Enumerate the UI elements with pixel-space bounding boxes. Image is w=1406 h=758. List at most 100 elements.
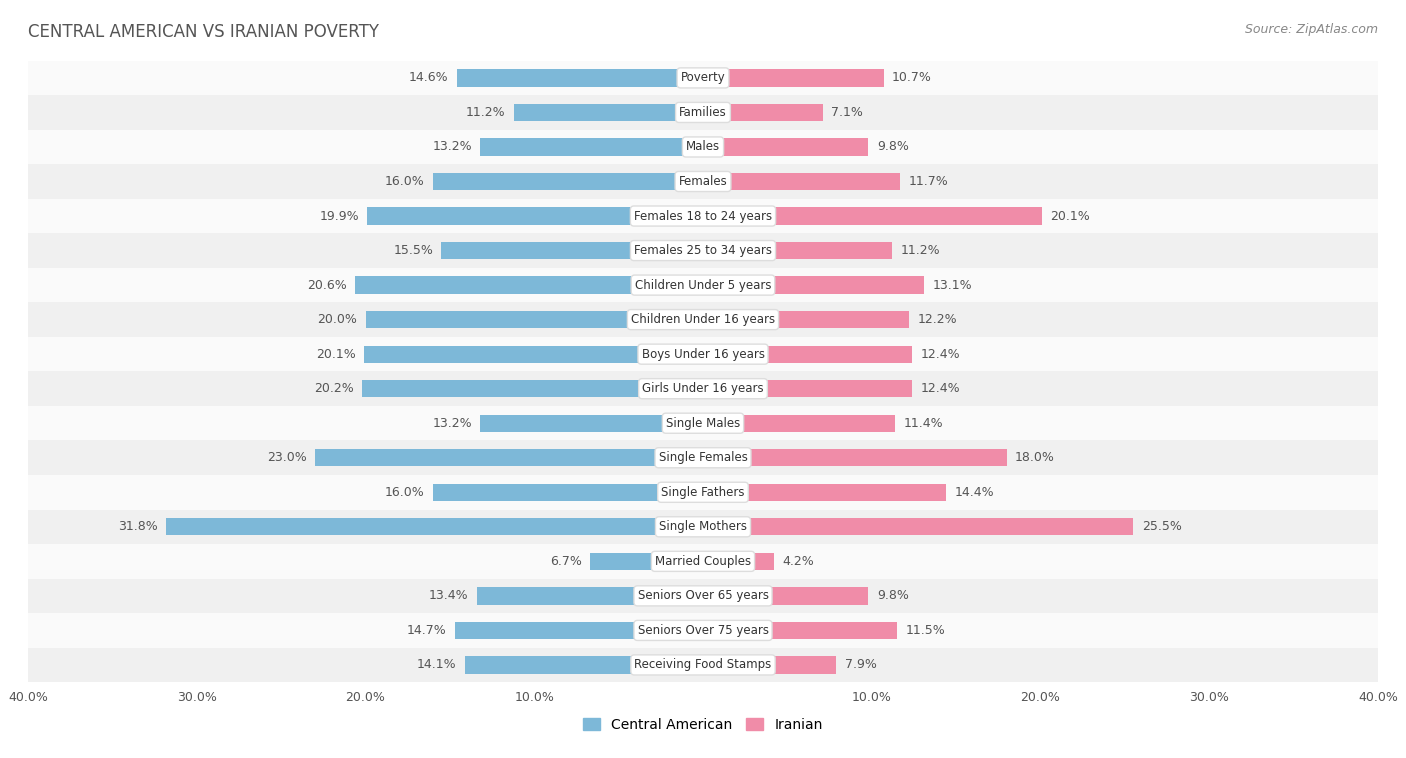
Bar xyxy=(465,656,703,674)
Text: 10.7%: 10.7% xyxy=(891,71,932,84)
Bar xyxy=(703,311,908,328)
Text: 14.4%: 14.4% xyxy=(955,486,994,499)
Text: 14.6%: 14.6% xyxy=(409,71,449,84)
Bar xyxy=(363,380,703,397)
Bar xyxy=(28,613,1378,647)
Text: Males: Males xyxy=(686,140,720,153)
Text: 13.2%: 13.2% xyxy=(432,140,472,153)
Bar xyxy=(703,622,897,639)
Bar xyxy=(166,518,703,535)
Bar xyxy=(28,302,1378,337)
Text: Seniors Over 75 years: Seniors Over 75 years xyxy=(637,624,769,637)
Text: 20.1%: 20.1% xyxy=(1050,209,1090,223)
Bar xyxy=(315,449,703,466)
Bar xyxy=(703,656,837,674)
Text: Poverty: Poverty xyxy=(681,71,725,84)
Bar xyxy=(591,553,703,570)
Bar xyxy=(703,138,869,155)
Bar xyxy=(703,69,883,86)
Text: 11.2%: 11.2% xyxy=(900,244,941,257)
Bar xyxy=(28,406,1378,440)
Bar xyxy=(703,242,891,259)
Text: Single Fathers: Single Fathers xyxy=(661,486,745,499)
Bar xyxy=(28,61,1378,96)
Text: 9.8%: 9.8% xyxy=(877,590,908,603)
Bar xyxy=(28,268,1378,302)
Bar xyxy=(28,544,1378,578)
Bar xyxy=(703,518,1133,535)
Text: 16.0%: 16.0% xyxy=(385,486,425,499)
Bar xyxy=(433,484,703,501)
Text: Married Couples: Married Couples xyxy=(655,555,751,568)
Text: 11.4%: 11.4% xyxy=(904,417,943,430)
Text: 6.7%: 6.7% xyxy=(550,555,582,568)
Bar xyxy=(515,104,703,121)
Bar xyxy=(366,311,703,328)
Bar xyxy=(28,164,1378,199)
Bar xyxy=(703,415,896,432)
Text: Females: Females xyxy=(679,175,727,188)
Text: 14.7%: 14.7% xyxy=(406,624,447,637)
Text: 20.1%: 20.1% xyxy=(316,348,356,361)
Bar xyxy=(441,242,703,259)
Text: 7.1%: 7.1% xyxy=(831,106,863,119)
Text: 19.9%: 19.9% xyxy=(319,209,359,223)
Text: 23.0%: 23.0% xyxy=(267,451,307,464)
Bar xyxy=(28,199,1378,233)
Text: 13.2%: 13.2% xyxy=(432,417,472,430)
Text: Females 25 to 34 years: Females 25 to 34 years xyxy=(634,244,772,257)
Text: Receiving Food Stamps: Receiving Food Stamps xyxy=(634,659,772,672)
Bar xyxy=(703,449,1007,466)
Text: CENTRAL AMERICAN VS IRANIAN POVERTY: CENTRAL AMERICAN VS IRANIAN POVERTY xyxy=(28,23,380,41)
Text: 20.6%: 20.6% xyxy=(308,279,347,292)
Text: Females 18 to 24 years: Females 18 to 24 years xyxy=(634,209,772,223)
Bar xyxy=(703,380,912,397)
Bar xyxy=(481,138,703,155)
Bar xyxy=(28,233,1378,268)
Bar xyxy=(28,578,1378,613)
Bar xyxy=(477,587,703,605)
Text: 18.0%: 18.0% xyxy=(1015,451,1054,464)
Bar xyxy=(28,440,1378,475)
Text: Single Mothers: Single Mothers xyxy=(659,520,747,534)
Bar xyxy=(28,647,1378,682)
Bar xyxy=(703,104,823,121)
Bar xyxy=(28,509,1378,544)
Bar xyxy=(28,337,1378,371)
Text: Families: Families xyxy=(679,106,727,119)
Text: Source: ZipAtlas.com: Source: ZipAtlas.com xyxy=(1244,23,1378,36)
Bar xyxy=(367,208,703,224)
Bar xyxy=(703,277,924,293)
Text: 25.5%: 25.5% xyxy=(1142,520,1181,534)
Text: Girls Under 16 years: Girls Under 16 years xyxy=(643,382,763,395)
Bar xyxy=(28,96,1378,130)
Bar xyxy=(703,553,773,570)
Text: 13.1%: 13.1% xyxy=(932,279,972,292)
Text: 4.2%: 4.2% xyxy=(782,555,814,568)
Text: 11.2%: 11.2% xyxy=(465,106,506,119)
Bar xyxy=(28,475,1378,509)
Bar xyxy=(457,69,703,86)
Bar xyxy=(703,173,900,190)
Bar xyxy=(703,346,912,363)
Bar xyxy=(28,130,1378,164)
Text: 20.0%: 20.0% xyxy=(318,313,357,326)
Text: 20.2%: 20.2% xyxy=(314,382,354,395)
Text: Single Females: Single Females xyxy=(658,451,748,464)
Text: 16.0%: 16.0% xyxy=(385,175,425,188)
Text: 11.7%: 11.7% xyxy=(908,175,949,188)
Bar xyxy=(703,208,1042,224)
Bar xyxy=(703,587,869,605)
Text: 13.4%: 13.4% xyxy=(429,590,468,603)
Bar xyxy=(364,346,703,363)
Text: 12.2%: 12.2% xyxy=(917,313,957,326)
Text: Children Under 16 years: Children Under 16 years xyxy=(631,313,775,326)
Bar xyxy=(703,484,946,501)
Bar xyxy=(356,277,703,293)
Text: 11.5%: 11.5% xyxy=(905,624,945,637)
Bar xyxy=(433,173,703,190)
Text: 14.1%: 14.1% xyxy=(418,659,457,672)
Text: 7.9%: 7.9% xyxy=(845,659,876,672)
Text: Children Under 5 years: Children Under 5 years xyxy=(634,279,772,292)
Bar xyxy=(28,371,1378,406)
